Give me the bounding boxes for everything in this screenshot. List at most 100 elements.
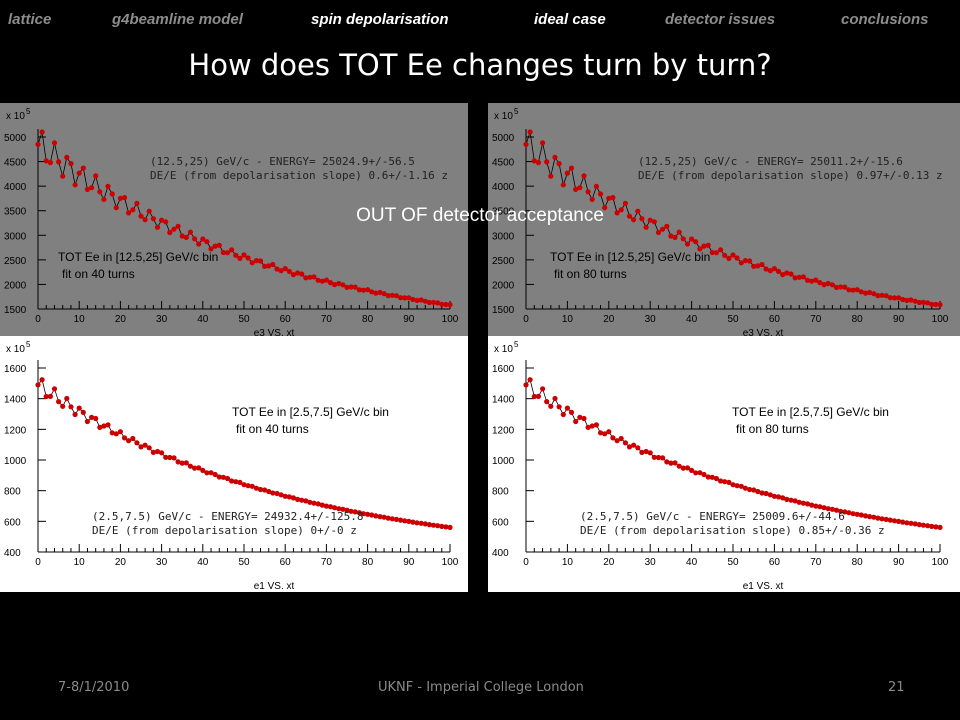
- data-point: [167, 454, 173, 461]
- data-point: [804, 277, 811, 283]
- data-point: [311, 274, 317, 280]
- data-point: [414, 520, 420, 526]
- x-tick-label: 10: [562, 557, 574, 568]
- data-point: [535, 393, 541, 399]
- data-point: [908, 520, 914, 526]
- fit-turns-caption: fit on 40 turns: [62, 267, 135, 281]
- section-nav: lattice g4beamline model spin depolarisa…: [0, 0, 960, 40]
- data-point: [237, 479, 243, 485]
- data-point: [631, 442, 637, 448]
- data-point: [775, 494, 782, 500]
- data-point: [879, 292, 885, 298]
- y-tick-label: 2500: [492, 256, 515, 267]
- x-tick-label: 20: [603, 557, 615, 568]
- plot-background: [0, 103, 468, 339]
- data-point: [274, 490, 280, 497]
- data-point: [676, 463, 682, 469]
- data-point: [204, 470, 210, 476]
- data-point: [655, 454, 662, 461]
- x-tick-label: 50: [238, 314, 250, 325]
- data-point: [626, 213, 633, 219]
- data-point: [150, 216, 156, 222]
- nav-item-lattice[interactable]: lattice: [8, 11, 52, 28]
- x-tick-label: 10: [74, 557, 86, 568]
- x-tick-label: 0: [523, 557, 529, 568]
- data-point: [410, 296, 416, 303]
- data-point: [192, 465, 198, 471]
- data-point: [759, 261, 765, 268]
- fit-label-2: DE/E (from depolarisation slope) 0.6+/-1…: [150, 169, 448, 182]
- data-point: [154, 448, 161, 455]
- data-point: [319, 278, 325, 284]
- nav-item-detector-issues[interactable]: detector issues: [665, 11, 776, 28]
- data-point: [64, 154, 70, 160]
- data-point: [544, 399, 550, 405]
- data-point: [813, 503, 819, 509]
- data-point: [639, 449, 645, 455]
- data-point: [829, 282, 835, 288]
- data-point: [730, 252, 736, 258]
- data-point: [556, 404, 562, 410]
- data-point: [439, 523, 445, 529]
- y-tick-label: 2000: [4, 280, 27, 291]
- data-point: [134, 440, 140, 446]
- data-point: [548, 403, 554, 409]
- data-point: [697, 246, 703, 252]
- data-point: [373, 513, 379, 519]
- nav-item-spin-depolarisation[interactable]: spin depolarisation: [311, 11, 449, 28]
- data-point: [784, 496, 790, 502]
- data-point: [891, 518, 898, 524]
- y-tick-label: 1600: [492, 364, 515, 375]
- data-point: [286, 268, 292, 274]
- data-point: [718, 247, 724, 253]
- exponent-power: 5: [26, 340, 31, 349]
- data-point: [113, 431, 119, 437]
- nav-item-conclusions[interactable]: conclusions: [841, 11, 929, 28]
- x-tick-label: 90: [403, 314, 415, 325]
- data-point: [93, 415, 99, 422]
- data-point: [117, 429, 123, 435]
- data-point: [800, 274, 806, 280]
- data-point: [241, 482, 247, 488]
- data-point: [290, 272, 296, 278]
- data-point: [577, 185, 583, 191]
- data-point: [904, 297, 910, 303]
- data-point: [680, 465, 686, 471]
- data-point: [398, 517, 404, 523]
- data-point: [393, 516, 399, 522]
- data-point: [610, 195, 616, 201]
- fit-turns-caption: fit on 40 turns: [236, 422, 309, 436]
- y-tick-label: 400: [4, 548, 21, 559]
- data-point: [560, 411, 566, 418]
- data-point: [39, 129, 45, 135]
- x-axis-label: e3 VS. xt: [254, 328, 295, 339]
- bin-caption: TOT Ee in [12.5,25] GeV/c bin: [550, 250, 710, 264]
- y-tick-label: 400: [492, 548, 509, 559]
- nav-item-g4beamline[interactable]: g4beamline model: [112, 11, 243, 28]
- data-point: [925, 523, 931, 529]
- data-point: [912, 298, 918, 304]
- data-point: [875, 293, 881, 299]
- data-point: [315, 501, 321, 507]
- data-point: [150, 449, 156, 455]
- data-point: [266, 488, 272, 495]
- data-point: [47, 160, 54, 166]
- data-point: [556, 161, 562, 167]
- nav-item-ideal-case[interactable]: ideal case: [534, 11, 606, 28]
- data-point: [410, 519, 416, 525]
- y-tick-label: 1400: [492, 395, 515, 406]
- data-point: [821, 282, 827, 288]
- data-point: [705, 474, 711, 480]
- data-point: [113, 205, 119, 211]
- y-tick-label: 3000: [492, 231, 515, 242]
- data-point: [713, 250, 719, 256]
- data-point: [171, 226, 177, 232]
- data-point: [585, 189, 591, 195]
- data-point: [933, 301, 939, 308]
- data-point: [303, 275, 309, 281]
- x-tick-label: 20: [115, 314, 127, 325]
- data-point: [767, 268, 773, 274]
- data-point: [443, 524, 449, 530]
- x-tick-label: 70: [810, 557, 822, 568]
- data-point: [229, 478, 235, 484]
